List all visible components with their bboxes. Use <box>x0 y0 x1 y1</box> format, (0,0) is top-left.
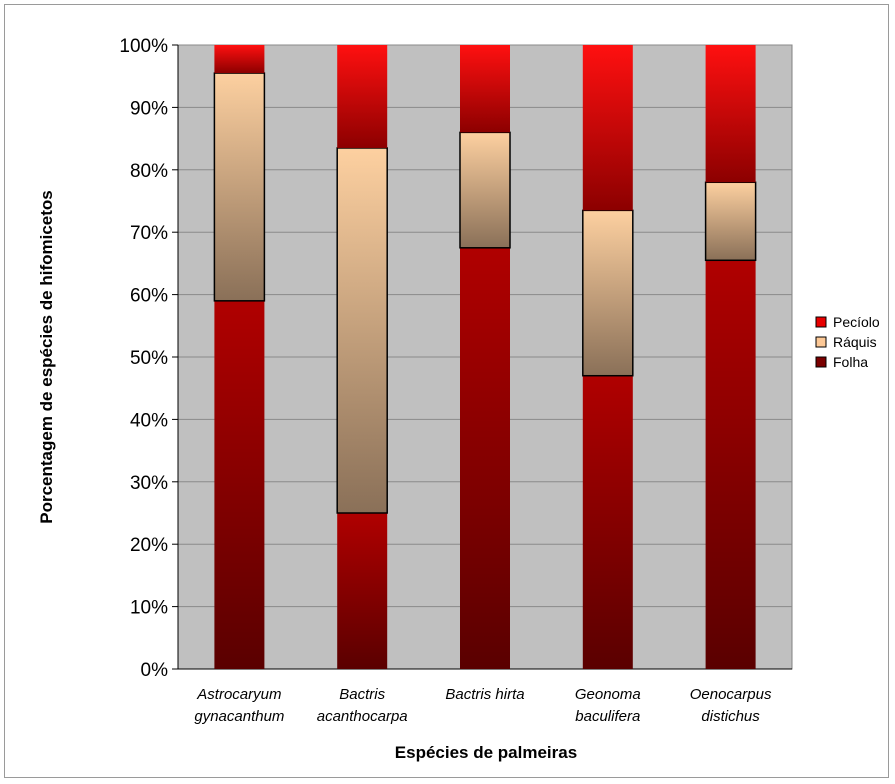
legend-swatch <box>815 356 827 368</box>
y-tick-label: 0% <box>141 660 169 681</box>
bar-segment-raquis <box>582 209 634 377</box>
legend-swatch <box>815 316 827 328</box>
x-category-label: Bactris <box>339 686 385 703</box>
y-tick-label: 20% <box>130 535 168 556</box>
y-tick-label: 50% <box>130 348 168 369</box>
y-tick-label: 90% <box>130 98 168 119</box>
y-tick-labels: 0% 10% 20% 30% 40% 50% 60% 70% 80% 90% 100% <box>119 36 168 681</box>
legend-label: Folha <box>833 354 868 370</box>
y-tick-label: 60% <box>130 286 168 307</box>
bar-segment-raquis <box>704 181 757 262</box>
bar-segment-peciolo <box>337 45 388 148</box>
bar-segment-folha <box>214 300 265 669</box>
x-category-label: Astrocaryum <box>196 686 281 703</box>
y-tick-label: 80% <box>130 161 168 182</box>
x-category-label: baculifera <box>575 708 640 725</box>
bar-segment-folha <box>582 375 633 669</box>
legend: Pecíolo Ráquis Folha <box>815 314 880 370</box>
legend-label: Ráquis <box>833 334 877 350</box>
x-category-label: Oenocarpus <box>690 686 772 703</box>
x-category-label: acanthocarpa <box>317 708 408 725</box>
bar-segment-peciolo <box>582 45 633 211</box>
bar-segment-raquis <box>213 72 266 302</box>
bar-segment-folha <box>337 513 388 669</box>
bar-segment-peciolo <box>705 45 756 183</box>
bar-segment-peciolo <box>460 45 510 133</box>
y-tick-label: 40% <box>130 410 168 431</box>
y-tick-label: 10% <box>130 598 168 619</box>
legend-swatch <box>815 336 827 348</box>
legend-label: Pecíolo <box>833 314 880 330</box>
y-axis-title: Porcentagem de espécies de hifomicetos <box>37 190 56 524</box>
x-category-label: Geonoma <box>575 686 641 703</box>
x-category-label: gynacanthum <box>194 708 284 725</box>
y-tick-label: 70% <box>130 223 168 244</box>
bar-segment-folha <box>705 260 756 669</box>
bar-segment-peciolo <box>214 45 265 74</box>
bar-segment-raquis <box>459 131 511 249</box>
x-category-label: distichus <box>701 708 760 725</box>
bar-segment-folha <box>460 247 510 670</box>
x-category-label: Bactris hirta <box>445 686 524 703</box>
bar-segment-raquis <box>336 147 388 514</box>
bars <box>213 45 757 670</box>
x-axis-title: Espécies de palmeiras <box>395 743 577 762</box>
x-category-labels: Astrocaryum gynacanthum Bactris acanthocarp… <box>194 686 772 725</box>
y-tick-label: 100% <box>119 36 168 57</box>
y-tick-label: 30% <box>130 473 168 494</box>
